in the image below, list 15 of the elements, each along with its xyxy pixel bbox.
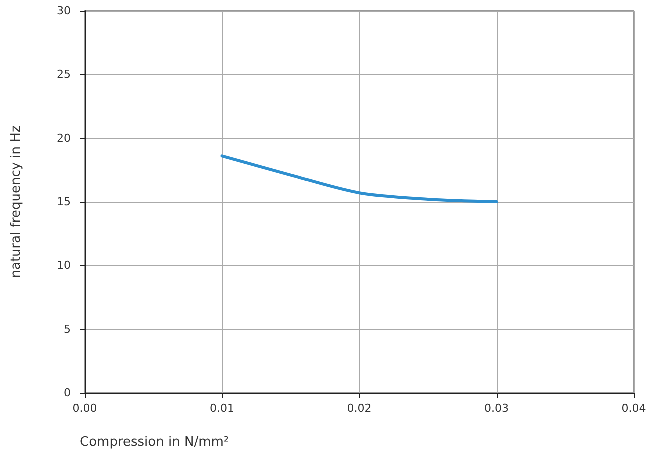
- y-tick-label: 25: [57, 68, 71, 82]
- y-tick-label: 5: [64, 322, 71, 336]
- x-tick-label: 0.04: [622, 402, 646, 415]
- y-tick-label: 15: [57, 196, 71, 208]
- x-tick-label: 0.02: [347, 402, 372, 415]
- y-tick-label: 10: [57, 259, 71, 272]
- y-tick-label: 0: [64, 386, 71, 400]
- x-axis-title: Compression in N/mm²: [80, 435, 230, 450]
- y-axis-title: natural frequency in Hz: [9, 126, 24, 278]
- y-tick-label: 20: [57, 132, 71, 145]
- x-tick-label: 0.03: [484, 402, 509, 415]
- y-tick-label: 30: [57, 4, 71, 18]
- x-tick-label: 0.00: [72, 402, 98, 415]
- x-tick-label: 0.01: [210, 402, 234, 415]
- line-series: [220, 154, 498, 204]
